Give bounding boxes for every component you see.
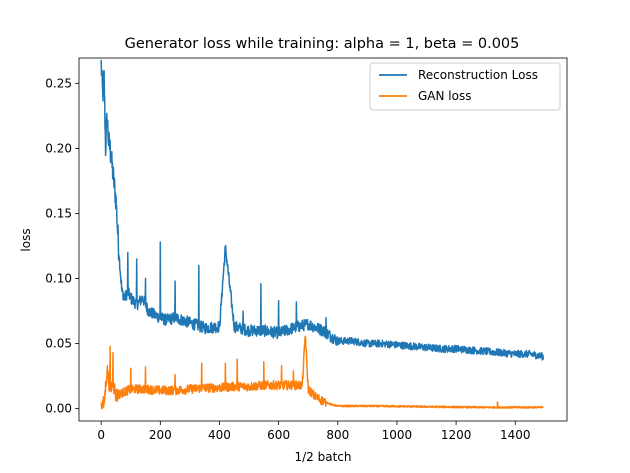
x-axis: 0 200 400 600 800 1000 1200 1400 — [97, 421, 531, 442]
y-tick-label: 0.25 — [45, 76, 72, 90]
legend-label-reconstruction-loss: Reconstruction Loss — [418, 68, 538, 82]
legend-label-gan-loss: GAN loss — [418, 89, 471, 103]
y-axis: 0.00 0.05 0.10 0.15 0.20 0.25 — [45, 76, 79, 416]
y-axis-label: loss — [19, 228, 33, 251]
series-line-reconstruction-loss — [100, 59, 545, 361]
x-tick-label: 200 — [149, 428, 172, 442]
series-layer — [100, 59, 545, 410]
axes-frame — [78, 57, 568, 422]
x-tick-label: 1200 — [441, 428, 472, 442]
x-tick-label: 1400 — [500, 428, 531, 442]
x-tick-label: 1000 — [382, 428, 413, 442]
legend: Reconstruction Loss GAN loss — [369, 62, 561, 111]
y-tick-label: 0.00 — [45, 402, 72, 416]
y-tick-label: 0.05 — [45, 337, 72, 351]
plot-area — [78, 57, 568, 422]
series-line-gan-loss — [100, 335, 544, 410]
x-tick-label: 0 — [97, 428, 105, 442]
chart-title: Generator loss while training: alpha = 1… — [125, 36, 520, 52]
x-tick-label: 600 — [267, 428, 290, 442]
y-tick-label: 0.10 — [45, 272, 72, 286]
legend-box — [369, 62, 561, 111]
y-tick-label: 0.20 — [45, 141, 72, 155]
x-tick-label: 800 — [326, 428, 349, 442]
x-tick-label: 400 — [208, 428, 231, 442]
x-axis-label: 1/2 batch — [294, 450, 351, 464]
y-tick-label: 0.15 — [45, 206, 72, 220]
